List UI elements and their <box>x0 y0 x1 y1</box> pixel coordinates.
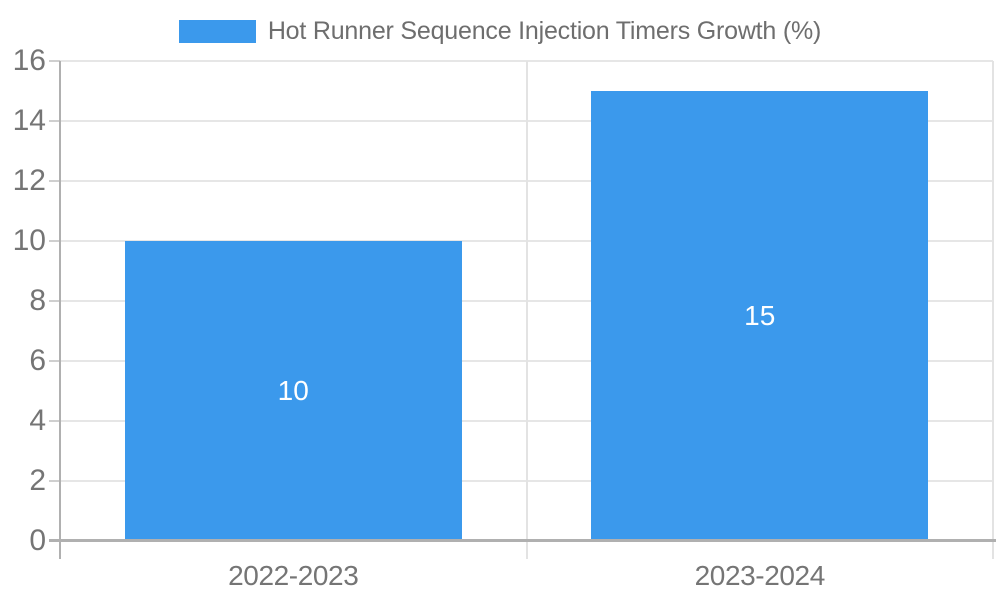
bar <box>591 91 929 541</box>
y-tick-mark <box>49 480 60 482</box>
x-tick-label: 2022-2023 <box>228 560 359 591</box>
y-tick-mark <box>49 360 60 362</box>
legend: Hot Runner Sequence Injection Timers Gro… <box>0 16 1000 45</box>
y-tick-mark <box>49 300 60 302</box>
y-tick-mark <box>49 180 60 182</box>
y-tick-label: 12 <box>12 164 46 197</box>
category-boundary-line <box>992 61 994 559</box>
y-tick-label: 6 <box>29 344 46 377</box>
y-tick-label: 2 <box>29 464 46 497</box>
y-tick-label: 14 <box>12 104 46 137</box>
y-tick-label: 8 <box>29 284 46 317</box>
legend-label: Hot Runner Sequence Injection Timers Gro… <box>267 16 822 45</box>
y-axis-line <box>59 61 61 559</box>
x-tick-label: 2023-2024 <box>694 560 826 591</box>
bar <box>124 241 462 541</box>
y-tick-label: 16 <box>12 44 46 77</box>
legend-swatch <box>178 19 256 43</box>
category-boundary-line <box>525 61 528 559</box>
x-axis-line <box>49 539 996 542</box>
y-tick-mark <box>49 120 60 122</box>
y-tick-mark <box>49 60 60 62</box>
y-tick-mark <box>49 420 60 422</box>
y-tick-label: 10 <box>12 224 46 257</box>
bar-value-label: 15 <box>744 300 776 331</box>
y-tick-mark <box>49 240 60 242</box>
y-tick-label: 0 <box>29 524 46 557</box>
y-tick-label: 4 <box>29 404 46 437</box>
bar-value-label: 10 <box>277 375 309 406</box>
